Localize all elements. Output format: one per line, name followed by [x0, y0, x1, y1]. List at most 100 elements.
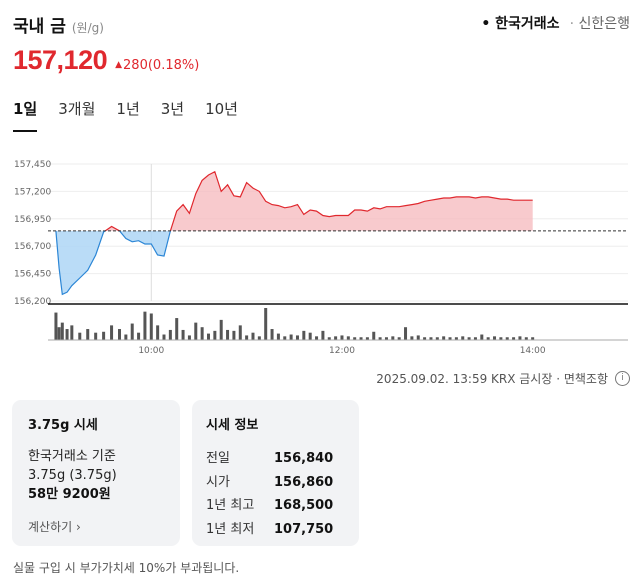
info-row: 1년 최저 107,750	[206, 518, 345, 542]
volume-bar	[276, 333, 280, 340]
volume-bar	[327, 337, 331, 340]
source-shinhan[interactable]: 신한은행	[570, 13, 630, 33]
volume-bar	[181, 329, 185, 340]
volume-bar	[473, 337, 477, 340]
info-row: 시가 156,860	[206, 471, 345, 495]
volume-bar	[505, 337, 509, 340]
volume-bar	[404, 327, 408, 340]
current-price: 157,120	[13, 45, 108, 75]
change-percent: (0.18%)	[147, 58, 200, 73]
info-label: 1년 최고	[206, 498, 255, 513]
volume-bar	[448, 337, 452, 340]
price-area-below	[55, 230, 533, 295]
price-chart-svg: 157,450 157,200 156,950 156,700 156,450 156,2…	[14, 160, 628, 356]
footnote: 2025.09.02. 13:59 KRX 금시장 · 면책조항 i	[376, 370, 630, 387]
x-tick-label: 10:00	[138, 346, 164, 356]
volume-bar	[257, 336, 261, 340]
unit-label: (원/g)	[71, 21, 104, 35]
volume-bar	[232, 330, 236, 340]
volume-bar	[289, 334, 293, 340]
card-title: 3.75g 시세	[28, 418, 98, 433]
card-title: 시세 정보	[206, 418, 259, 433]
volume-bar	[518, 336, 522, 340]
volume-bar	[512, 337, 516, 340]
price-line-down	[55, 230, 172, 296]
volume-bar	[493, 336, 497, 340]
volume-bar	[334, 336, 338, 340]
volume-bar	[213, 330, 217, 340]
volume-bar	[110, 325, 114, 340]
volume-bar	[454, 337, 458, 340]
volume-bar	[486, 337, 490, 340]
volume-bar	[149, 313, 153, 340]
volume-bar	[365, 337, 369, 340]
tab-10years[interactable]: 10년	[205, 100, 238, 118]
volume-bar	[359, 337, 363, 340]
volume-bar	[137, 332, 141, 340]
volume-bar	[423, 337, 427, 340]
volume-bar	[442, 336, 446, 340]
volume-bar	[467, 337, 471, 340]
volume-bar	[302, 330, 306, 340]
price-info-card: 시세 정보 전일 156,840 시가 156,860 1년 최고 168,50…	[192, 400, 359, 546]
info-value: 156,840	[274, 451, 334, 466]
volume-bar	[175, 318, 179, 340]
period-tabs: 1일 3개월 1년 3년 10년	[13, 98, 259, 132]
basis-label: 한국거래소 기준	[28, 449, 116, 464]
y-tick-label: 156,450	[14, 270, 51, 280]
info-value: 168,500	[274, 498, 334, 513]
volume-bar	[238, 325, 242, 340]
volume-bar	[226, 329, 230, 340]
volume-bar	[251, 332, 255, 340]
volume-bar	[429, 337, 433, 340]
info-row: 1년 최고 168,500	[206, 494, 345, 518]
source-selector: 한국거래소 신한은행	[481, 13, 630, 33]
volume-bar	[372, 331, 376, 340]
weight-label: 3.75g (3.75g)	[28, 468, 117, 483]
volume-bar	[94, 332, 98, 340]
volume-bar	[264, 308, 268, 340]
info-label: 시가	[206, 474, 230, 490]
title-text: 국내 금	[13, 17, 66, 37]
weight-price-card: 3.75g 시세 한국거래소 기준 3.75g (3.75g) 58만 9200…	[12, 400, 180, 546]
price-change: ▲280(0.18%)	[115, 58, 199, 73]
info-value: 156,860	[274, 474, 334, 490]
y-tick-label: 157,450	[14, 160, 51, 170]
volume-bar	[384, 337, 388, 340]
volume-bar	[397, 337, 401, 340]
volume-bar	[187, 335, 191, 340]
chevron-right-icon: ›	[76, 520, 81, 534]
volume-bar	[118, 329, 122, 340]
footnote-text: 2025.09.02. 13:59 KRX 금시장 · 면책조항	[376, 372, 608, 386]
volume-bar	[70, 325, 74, 340]
tab-3years[interactable]: 3년	[160, 100, 185, 118]
price-area-above	[105, 171, 533, 231]
info-label: 1년 최저	[206, 521, 255, 537]
volume-bar	[102, 331, 106, 340]
volume-bar	[315, 336, 319, 340]
tab-1year[interactable]: 1년	[116, 100, 140, 118]
y-tick-label: 156,700	[14, 242, 51, 252]
source-krx[interactable]: 한국거래소	[481, 13, 559, 33]
info-icon[interactable]: i	[615, 371, 630, 386]
volume-bar	[54, 312, 58, 340]
tab-1day[interactable]: 1일	[13, 98, 38, 132]
price-line-up	[56, 170, 533, 231]
change-amount: 280	[123, 58, 148, 73]
volume-bar	[219, 319, 223, 340]
volume-bar	[321, 330, 325, 340]
volume-bar	[270, 329, 274, 340]
y-tick-label: 157,200	[14, 187, 51, 197]
price-chart[interactable]: 157,450 157,200 156,950 156,700 156,450 156,2…	[0, 148, 640, 363]
volume-bar	[435, 337, 439, 340]
volume-bar	[346, 336, 350, 340]
volume-bar	[143, 311, 147, 340]
volume-bar	[60, 322, 64, 340]
volume-bar	[200, 327, 204, 340]
volume-bar	[65, 329, 69, 340]
calculate-link[interactable]: 계산하기 ›	[28, 518, 81, 535]
tab-3months[interactable]: 3개월	[58, 100, 96, 118]
y-tick-label: 156,950	[14, 215, 51, 225]
calculate-link-label: 계산하기	[28, 520, 73, 534]
volume-bar	[57, 327, 61, 340]
